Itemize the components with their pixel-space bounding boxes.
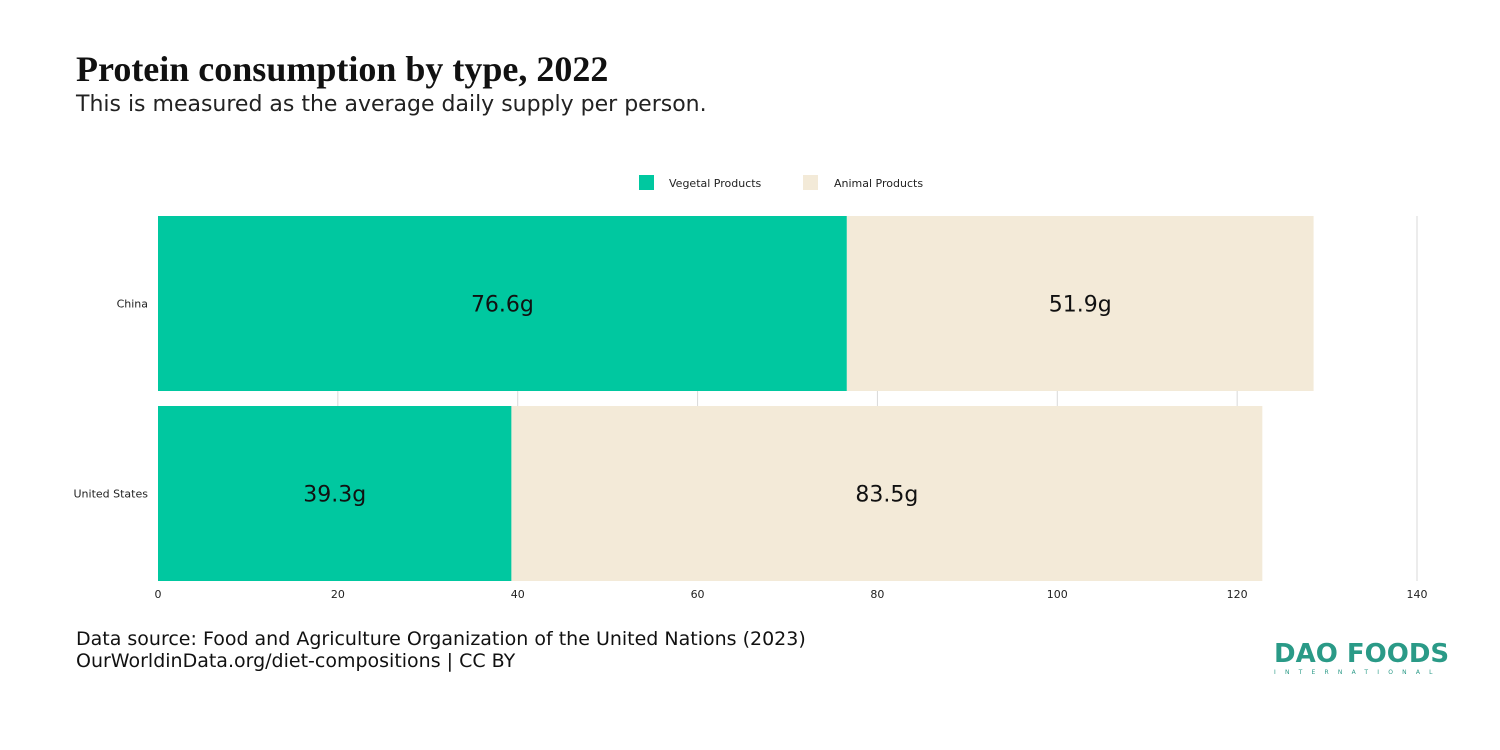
x-tick-label: 100 (1047, 588, 1068, 601)
chart-subtitle: This is measured as the average daily su… (76, 92, 707, 117)
source-line-1: Data source: Food and Agriculture Organi… (76, 628, 806, 650)
legend-swatch (639, 175, 654, 190)
dao-foods-logo: DAO FOODS INTERNATIONAL (1274, 639, 1450, 677)
logo-wordmark: DAO FOODS (1274, 639, 1450, 669)
x-tick-label: 120 (1227, 588, 1248, 601)
bar-segment (511, 406, 1263, 581)
logo-tagline: INTERNATIONAL (1274, 669, 1442, 676)
x-tick-label: 60 (691, 588, 705, 601)
bar-data-label: 83.5g (855, 483, 918, 508)
x-tick-label: 140 (1407, 588, 1428, 601)
bar-data-label: 51.9g (1049, 293, 1112, 318)
category-label: United States (74, 488, 149, 501)
bar-data-label: 76.6g (471, 293, 534, 318)
x-tick-label: 0 (155, 588, 162, 601)
data-source: Data source: Food and Agriculture Organi… (76, 628, 806, 672)
chart-title: Protein consumption by type, 2022 (76, 49, 609, 89)
stacked-bar-chart: 0 20 40 60 80 100 120 140 76.6g 51.9g China 39.3g 83… (74, 175, 1428, 601)
legend-swatch (803, 175, 818, 190)
category-label: China (117, 298, 148, 311)
bar-data-label: 39.3g (303, 483, 366, 508)
bar-segment (846, 216, 1314, 391)
bar-segment (158, 216, 847, 391)
bar-segment (158, 406, 512, 581)
legend-label: Vegetal Products (669, 177, 762, 190)
x-tick-label: 80 (870, 588, 884, 601)
x-tick-label: 20 (331, 588, 345, 601)
source-line-2: OurWorldinData.org/diet-compositions | C… (76, 650, 516, 672)
x-tick-label: 40 (511, 588, 525, 601)
legend-label: Animal Products (834, 177, 923, 190)
